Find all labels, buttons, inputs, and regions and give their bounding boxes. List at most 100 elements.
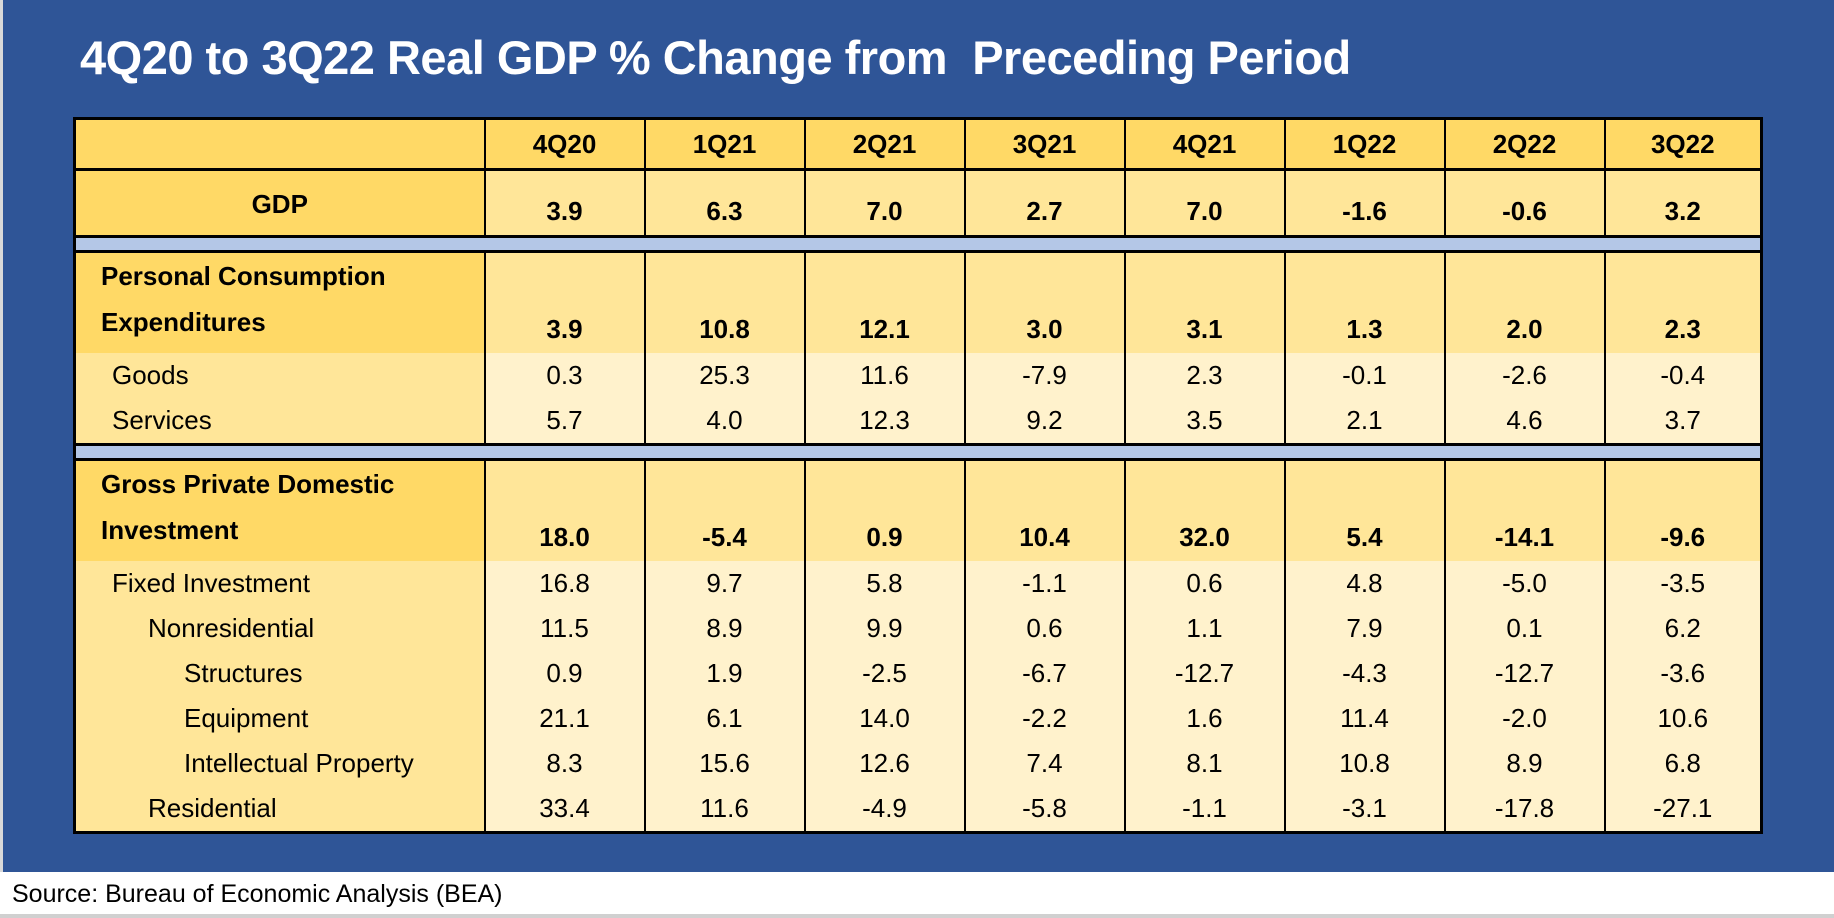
value-cell: 3.5 [1123,398,1285,445]
value-cell: 9.9 [803,606,965,651]
value-cell: 3.9 [483,169,645,237]
row-label: Goods [74,353,485,398]
row-label: Gross Private Domestic Investment [74,459,485,561]
value-cell: 18.0 [483,459,645,561]
value-cell: 2.7 [963,169,1125,237]
value-cell: 10.8 [643,251,805,353]
row-label: Nonresidential [74,606,485,651]
value-cell: 8.1 [1123,741,1285,786]
row-label: Fixed Investment [74,561,485,606]
value-cell: 9.7 [643,561,805,606]
value-cell: -17.8 [1443,786,1605,833]
value-cell: -0.4 [1603,353,1762,398]
value-cell: -1.6 [1283,169,1445,237]
value-cell: 12.6 [803,741,965,786]
value-cell: 12.1 [803,251,965,353]
value-cell: 7.0 [803,169,965,237]
value-cell: -6.7 [963,651,1125,696]
value-cell: 7.0 [1123,169,1285,237]
value-cell: -14.1 [1443,459,1605,561]
column-header-1q21: 1Q21 [643,118,805,171]
left-edge [0,0,3,872]
column-header-4q21: 4Q21 [1123,118,1285,171]
table-row: Gross Private Domestic Investment 18.0 -5.… [74,459,1762,561]
column-header-3q21: 3Q21 [963,118,1125,171]
table-row: Structures 0.9 1.9 -2.5 -6.7 -12.7 -4.3 -12.7 -3… [74,651,1762,696]
column-header-1q22: 1Q22 [1283,118,1445,171]
bottom-border [0,914,1834,918]
row-label: Equipment [74,696,485,741]
value-cell: 0.6 [963,606,1125,651]
value-cell: 0.9 [483,651,645,696]
value-cell: 3.7 [1603,398,1762,445]
column-header-3q22: 3Q22 [1603,118,1762,171]
page-title: 4Q20 to 3Q22 Real GDP % Change from Prec… [80,31,1351,84]
value-cell: -5.0 [1443,561,1605,606]
table-row: Equipment 21.1 6.1 14.0 -2.2 1.6 11.4 -2.0 10.6 [74,696,1762,741]
header-label-cell [74,118,485,171]
value-cell: -9.6 [1603,459,1762,561]
column-header-2q21: 2Q21 [803,118,965,171]
value-cell: -2.5 [803,651,965,696]
value-cell: 7.9 [1283,606,1445,651]
value-cell: 2.3 [1603,251,1762,353]
value-cell: 0.9 [803,459,965,561]
value-cell: 2.3 [1123,353,1285,398]
value-cell: -12.7 [1123,651,1285,696]
row-label: Personal Consumption Expenditures [74,251,485,353]
value-cell: 10.4 [963,459,1125,561]
value-cell: -12.7 [1443,651,1605,696]
value-cell: 11.5 [483,606,645,651]
row-label: Services [74,398,485,445]
value-cell: 0.3 [483,353,645,398]
value-cell: 8.3 [483,741,645,786]
value-cell: 1.1 [1123,606,1285,651]
row-label: Intellectual Property [74,741,485,786]
table-row: Nonresidential 11.5 8.9 9.9 0.6 1.1 7.9 0.1 6.2 [74,606,1762,651]
value-cell: 0.6 [1123,561,1285,606]
value-cell: 6.2 [1603,606,1762,651]
table-row: Goods 0.3 25.3 11.6 -7.9 2.3 -0.1 -2.6 -0.4 [74,353,1762,398]
value-cell: 3.0 [963,251,1125,353]
value-cell: -27.1 [1603,786,1762,833]
value-cell: 1.6 [1123,696,1285,741]
value-cell: 6.1 [643,696,805,741]
value-cell: -4.9 [803,786,965,833]
value-cell: 16.8 [483,561,645,606]
value-cell: 25.3 [643,353,805,398]
column-header-2q22: 2Q22 [1443,118,1605,171]
value-cell: 4.0 [643,398,805,445]
separator-row [74,235,1762,253]
value-cell: 6.3 [643,169,805,237]
row-label: GDP [74,169,485,237]
value-cell: -5.4 [643,459,805,561]
row-label: Structures [74,651,485,696]
value-cell: 32.0 [1123,459,1285,561]
table-row: Personal Consumption Expenditures 3.9 10.8… [74,251,1762,353]
header-row: 4Q20 1Q21 2Q21 3Q21 4Q21 1Q22 2Q22 3Q22 [74,118,1762,171]
table-row: Fixed Investment 16.8 9.7 5.8 -1.1 0.6 4.8 -5.0… [74,561,1762,606]
value-cell: -3.5 [1603,561,1762,606]
separator-cell [74,443,1762,461]
value-cell: 8.9 [643,606,805,651]
value-cell: 3.9 [483,251,645,353]
value-cell: 8.9 [1443,741,1605,786]
value-cell: 3.2 [1603,169,1762,237]
value-cell: 11.4 [1283,696,1445,741]
value-cell: 4.8 [1283,561,1445,606]
value-cell: -3.1 [1283,786,1445,833]
gdp-table: 4Q20 1Q21 2Q21 3Q21 4Q21 1Q22 2Q22 3Q22 GDP 3.9 6.… [73,117,1763,834]
value-cell: 14.0 [803,696,965,741]
value-cell: 2.1 [1283,398,1445,445]
value-cell: 1.9 [643,651,805,696]
value-cell: 12.3 [803,398,965,445]
value-cell: 5.8 [803,561,965,606]
value-cell: 5.4 [1283,459,1445,561]
value-cell: 6.8 [1603,741,1762,786]
separator-row [74,443,1762,461]
value-cell: -1.1 [963,561,1125,606]
value-cell: -0.6 [1443,169,1605,237]
value-cell: 7.4 [963,741,1125,786]
column-header-4q20: 4Q20 [483,118,645,171]
value-cell: 10.8 [1283,741,1445,786]
